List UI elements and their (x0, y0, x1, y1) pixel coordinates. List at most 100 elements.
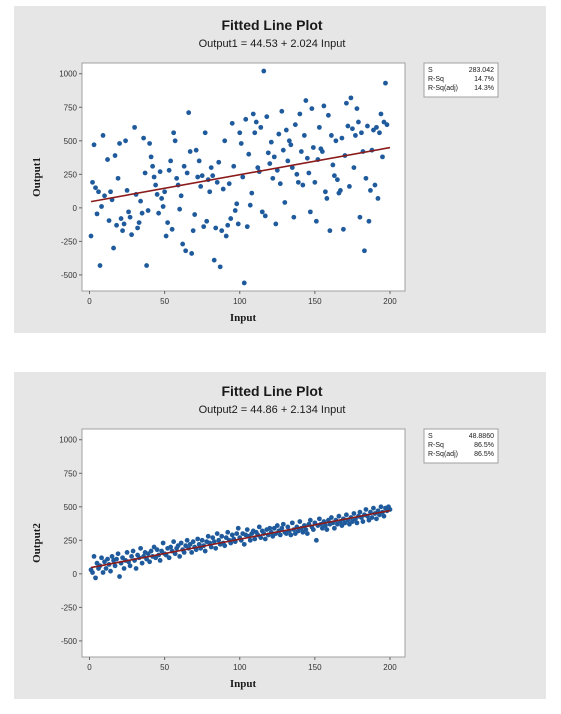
data-point (351, 511, 357, 516)
x-axis: 0 50 100 150 200 (87, 291, 397, 306)
data-point (150, 163, 156, 169)
data-point (273, 221, 279, 227)
data-point (274, 167, 280, 173)
data-point (165, 220, 171, 226)
data-point (250, 111, 256, 117)
y-tick-label: -500 (61, 271, 78, 280)
data-point (347, 183, 352, 189)
stat-value-rsq: 86.5% (474, 442, 494, 449)
data-point (105, 556, 110, 562)
data-point (88, 233, 94, 239)
data-point (234, 201, 240, 207)
data-point (344, 100, 349, 106)
data-point (330, 162, 336, 168)
data-point (100, 570, 106, 575)
data-point (229, 532, 235, 538)
data-point (360, 519, 366, 524)
data-point (178, 193, 184, 199)
data-point (328, 133, 334, 138)
data-point (310, 527, 316, 532)
data-point (267, 161, 273, 166)
data-point (247, 537, 253, 543)
data-point (339, 135, 345, 141)
data-point (288, 142, 294, 148)
data-point (208, 165, 214, 171)
data-point (169, 226, 175, 232)
data-point (199, 537, 205, 543)
y-axis: -500 -250 0 250 500 750 1000 (59, 70, 82, 280)
data-point (222, 138, 228, 144)
data-point (338, 188, 343, 193)
data-point (199, 173, 205, 179)
regression-equation: Output2 = 44.86 + 2.134 Input (199, 404, 346, 416)
data-point (115, 175, 121, 181)
data-point (177, 206, 183, 212)
data-point (333, 138, 339, 144)
stat-value-s: 48.8860 (469, 433, 494, 440)
data-point (196, 158, 202, 164)
data-point (160, 204, 166, 209)
data-point (258, 124, 264, 130)
stat-value-rsq-adj: 14.3% (474, 85, 494, 92)
x-tick-label: 200 (383, 297, 397, 306)
data-point (133, 566, 139, 571)
data-point (166, 167, 172, 173)
data-point (270, 175, 276, 181)
data-point (334, 177, 340, 183)
data-point (327, 228, 333, 234)
data-point (90, 570, 95, 575)
data-point (321, 103, 327, 109)
data-point (126, 209, 131, 215)
data-point (184, 537, 190, 543)
data-point (354, 520, 360, 526)
data-point (295, 179, 301, 185)
x-tick-label: 200 (383, 663, 397, 672)
y-tick-label: -250 (61, 237, 78, 246)
data-point (118, 216, 124, 221)
data-point (193, 147, 199, 153)
data-point (127, 563, 133, 569)
data-point (187, 149, 193, 154)
data-point (183, 248, 189, 254)
data-point (231, 163, 237, 169)
y-tick-label: 500 (64, 137, 78, 146)
data-point (141, 135, 146, 141)
data-point (190, 228, 196, 234)
data-point (264, 114, 270, 120)
data-point (196, 541, 202, 547)
data-point (276, 131, 282, 137)
data-point (201, 224, 207, 230)
data-point (99, 204, 104, 209)
data-point (144, 263, 150, 268)
chart-title: Fitted Line Plot (221, 383, 322, 399)
x-tick-label: 50 (160, 297, 169, 306)
chart-title: Fitted Line Plot (221, 17, 322, 33)
data-point (111, 245, 116, 251)
data-point (265, 150, 271, 156)
data-point (324, 196, 330, 201)
data-point (280, 521, 286, 527)
data-point (195, 174, 201, 180)
data-point (241, 280, 247, 286)
data-point (106, 218, 112, 223)
data-point (222, 543, 228, 549)
data-point (136, 220, 142, 226)
data-point (277, 181, 283, 187)
data-point (138, 198, 143, 204)
data-point (378, 504, 384, 510)
data-point (214, 179, 220, 185)
data-point (247, 202, 253, 208)
data-point (93, 575, 98, 581)
data-point (240, 174, 246, 180)
stat-value-rsq-adj: 86.5% (474, 451, 494, 458)
data-point (94, 211, 100, 217)
data-point (157, 558, 163, 563)
data-point (100, 133, 106, 138)
data-point (198, 183, 204, 189)
data-point (213, 545, 219, 551)
data-point (184, 170, 190, 176)
data-point (294, 171, 300, 177)
y-tick-label: 1000 (59, 436, 77, 445)
data-point (344, 512, 349, 518)
data-point (345, 123, 351, 129)
